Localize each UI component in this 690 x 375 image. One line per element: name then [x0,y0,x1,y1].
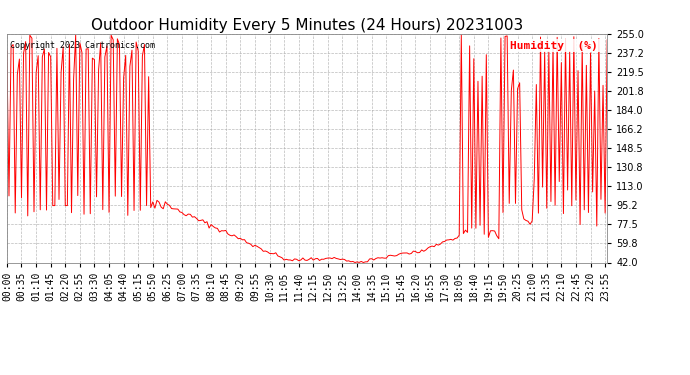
Title: Outdoor Humidity Every 5 Minutes (24 Hours) 20231003: Outdoor Humidity Every 5 Minutes (24 Hou… [91,18,523,33]
Text: Humidity  (%): Humidity (%) [511,40,598,51]
Text: Copyright 2023 Cartronics.com: Copyright 2023 Cartronics.com [10,40,155,50]
